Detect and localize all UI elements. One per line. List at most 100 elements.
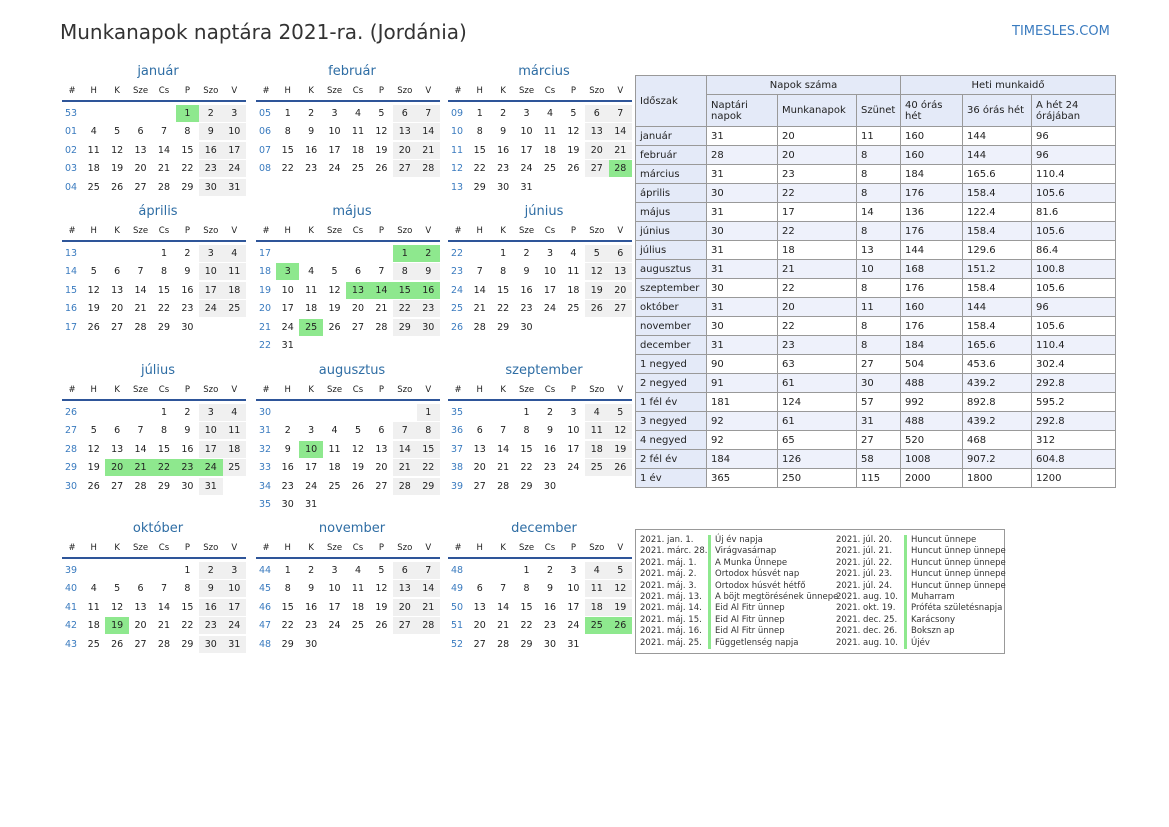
hours-group-header: Heti munkaidő (900, 75, 1116, 95)
value-cell: 105.6 (1031, 278, 1116, 298)
value-cell: 8 (856, 183, 901, 203)
value-cell: 65 (777, 430, 857, 450)
day-cell: 12 (375, 583, 388, 595)
weekday-label: P (570, 226, 576, 236)
holiday-name: Muharram (904, 592, 955, 604)
day-cell: 30 (181, 480, 194, 492)
value-cell: 439.2 (962, 411, 1032, 431)
day-cell: 22 (281, 163, 294, 175)
holiday-date: 2021. júl. 22. (836, 557, 893, 568)
day-cell: 19 (608, 598, 632, 616)
day-cell: 12 (608, 580, 632, 598)
table-row: 4 negyed 92 65 27 520 468 312 (635, 430, 1116, 450)
day-cell: 8 (160, 425, 167, 437)
weekday-label: K (114, 86, 120, 96)
day-cell: 20 (351, 303, 365, 315)
weekday-label: Cs (158, 385, 170, 395)
day-cell: 26 (111, 638, 124, 650)
site-link[interactable]: TIMESLES.COM (1012, 24, 1110, 39)
weekday-label: P (184, 543, 190, 553)
holiday-name: Próféta születésnapja (904, 603, 1002, 615)
day-cell: 26 (351, 480, 365, 492)
weekday-label: P (570, 86, 576, 96)
holiday-item: 2021. máj. 14. Eid Al Fitr ünnep (640, 603, 838, 615)
day-cell: 24 (328, 620, 341, 632)
day-cell (82, 245, 105, 262)
value-cell: 58 (856, 449, 901, 469)
day-cell: 4 (546, 107, 553, 119)
week-row: 48 29 30 (256, 635, 440, 654)
month-name: február (328, 64, 376, 79)
day-cell: 25 (543, 163, 557, 175)
day-cell: 23 (305, 163, 318, 175)
period-header: Időszak (635, 75, 707, 127)
day-cell: 1 (500, 247, 507, 259)
week-number: 40 (65, 583, 78, 595)
week-number: 48 (451, 564, 464, 576)
week-row: 02 11 12 13 14 15 16 17 (62, 141, 246, 160)
value-cell: 992 (900, 392, 963, 412)
day-cell: 31 (222, 635, 246, 653)
day-cell: 17 (199, 281, 223, 299)
day-cell: 23 (520, 303, 533, 315)
day-cell (393, 337, 416, 354)
weekday-label: Sze (327, 226, 343, 236)
col-header: A hét 24 órájában (1031, 94, 1116, 127)
value-cell: 302.4 (1031, 354, 1116, 374)
day-cell: 4 (90, 126, 97, 138)
period-cell: december (635, 335, 707, 355)
day-cell: 21 (416, 598, 440, 616)
holiday-date: 2021. máj. 2. (640, 569, 697, 580)
week-row: 33 16 17 18 19 20 21 22 (256, 459, 440, 478)
day-cell: 24 (199, 459, 223, 477)
day-cell: 23 (181, 303, 194, 315)
week-number: 34 (259, 480, 272, 492)
day-cell (609, 478, 632, 495)
table-row: május 31 17 14 136 122.4 81.6 (635, 202, 1116, 222)
day-cell: 4 (331, 425, 338, 437)
day-cell (346, 245, 369, 262)
day-cell: 2 (308, 107, 315, 119)
week-row: 04 25 26 27 28 29 30 31 (62, 178, 246, 197)
day-cell: 15 (416, 440, 440, 458)
day-cell: 1 (160, 406, 167, 418)
week-row: 31 2 3 4 5 6 7 8 (256, 422, 440, 441)
day-cell: 3 (199, 403, 223, 421)
value-cell: 8 (856, 145, 901, 165)
day-cell: 27 (393, 617, 417, 635)
weekday-label: K (308, 86, 314, 96)
value-cell: 27 (856, 354, 901, 374)
week-row: 36 6 7 8 9 10 11 12 (448, 422, 632, 441)
day-cell: 7 (500, 425, 507, 437)
day-cell: 28 (375, 321, 388, 333)
weekday-label: V (425, 86, 432, 96)
holiday-date: 2021. aug. 10. (836, 637, 898, 648)
day-cell (491, 562, 514, 579)
day-cell (346, 636, 369, 653)
week-row: 32 9 10 11 12 13 14 15 (256, 440, 440, 459)
weekday-label: # (262, 385, 270, 395)
day-cell (491, 404, 514, 421)
day-cell (468, 245, 491, 262)
weekday-label: K (500, 543, 506, 553)
day-cell: 21 (497, 462, 510, 474)
week-row: 39 27 28 29 30 (448, 477, 632, 496)
day-cell: 16 (305, 144, 318, 156)
day-cell: 6 (137, 126, 144, 138)
value-cell: 1008 (900, 449, 963, 469)
month-name: október (132, 521, 184, 536)
day-cell: 24 (222, 617, 246, 635)
day-cell: 24 (520, 163, 533, 175)
day-cell: 18 (87, 620, 100, 632)
day-cell: 13 (608, 263, 632, 281)
day-cell: 30 (181, 321, 194, 333)
week-number: 35 (259, 499, 272, 511)
day-cell: 4 (570, 247, 577, 259)
weekday-header: # H K Sze Cs P Szo V (62, 82, 246, 102)
day-cell: 15 (181, 144, 194, 156)
day-cell: 20 (105, 459, 129, 477)
day-cell: 20 (608, 281, 632, 299)
day-cell: 5 (585, 244, 609, 262)
table-row: március 31 23 8 184 165.6 110.4 (635, 164, 1116, 184)
day-cell: 17 (305, 462, 318, 474)
